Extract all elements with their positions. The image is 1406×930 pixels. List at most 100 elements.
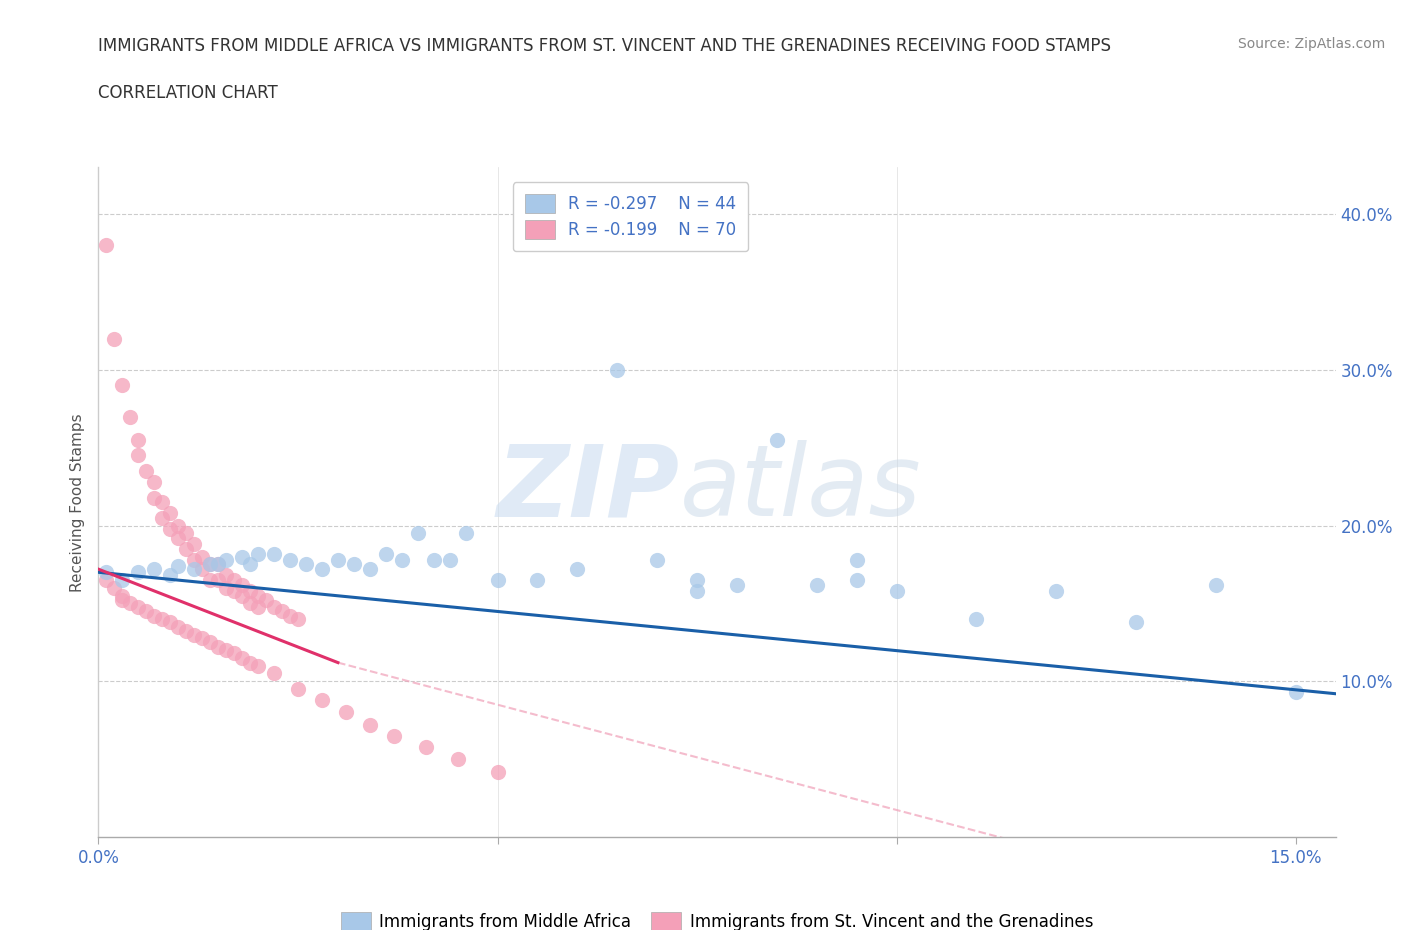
Point: [183, 552, 205, 567]
Point: [127, 432, 149, 447]
Point: [439, 552, 461, 567]
Point: [167, 531, 190, 546]
Point: [382, 728, 405, 743]
Legend: Immigrants from Middle Africa, Immigrants from St. Vincent and the Grenadines: Immigrants from Middle Africa, Immigrant…: [335, 906, 1099, 930]
Point: [207, 557, 229, 572]
Point: [845, 573, 868, 588]
Point: [198, 635, 221, 650]
Point: [845, 552, 868, 567]
Point: [167, 559, 190, 574]
Point: [1125, 615, 1147, 630]
Point: [359, 562, 381, 577]
Point: [198, 557, 221, 572]
Point: [645, 552, 668, 567]
Point: [278, 552, 301, 567]
Point: [247, 546, 270, 561]
Point: [120, 596, 142, 611]
Point: [966, 612, 988, 627]
Point: [159, 568, 181, 583]
Point: [686, 583, 709, 598]
Point: [150, 511, 173, 525]
Point: [326, 552, 349, 567]
Point: [96, 565, 118, 579]
Point: [606, 363, 628, 378]
Point: [224, 645, 246, 660]
Point: [120, 409, 142, 424]
Point: [150, 495, 173, 510]
Point: [239, 557, 262, 572]
Point: [143, 608, 166, 623]
Point: [239, 596, 262, 611]
Point: [278, 608, 301, 623]
Point: [359, 717, 381, 732]
Point: [806, 578, 828, 592]
Text: IMMIGRANTS FROM MIDDLE AFRICA VS IMMIGRANTS FROM ST. VINCENT AND THE GRENADINES : IMMIGRANTS FROM MIDDLE AFRICA VS IMMIGRA…: [98, 37, 1111, 55]
Point: [143, 474, 166, 489]
Point: [111, 378, 134, 392]
Point: [263, 546, 285, 561]
Point: [96, 238, 118, 253]
Point: [454, 525, 477, 540]
Point: [174, 624, 197, 639]
Point: [224, 583, 246, 598]
Point: [150, 612, 173, 627]
Point: [567, 562, 589, 577]
Point: [215, 568, 238, 583]
Point: [111, 573, 134, 588]
Point: [335, 705, 357, 720]
Point: [167, 619, 190, 634]
Point: [159, 506, 181, 521]
Point: [374, 546, 396, 561]
Point: [215, 552, 238, 567]
Point: [174, 525, 197, 540]
Point: [391, 552, 413, 567]
Point: [198, 557, 221, 572]
Point: [526, 573, 548, 588]
Point: [343, 557, 366, 572]
Point: [239, 655, 262, 670]
Point: [1045, 583, 1067, 598]
Point: [183, 627, 205, 642]
Point: [135, 464, 157, 479]
Point: [271, 604, 294, 618]
Point: [159, 521, 181, 536]
Point: [191, 562, 214, 577]
Point: [295, 557, 318, 572]
Point: [231, 550, 253, 565]
Point: [263, 666, 285, 681]
Point: [135, 604, 157, 618]
Point: [191, 631, 214, 645]
Point: [207, 573, 229, 588]
Point: [215, 643, 238, 658]
Point: [96, 573, 118, 588]
Point: [247, 599, 270, 614]
Point: [183, 562, 205, 577]
Point: [111, 588, 134, 603]
Point: [207, 640, 229, 655]
Point: [231, 650, 253, 665]
Point: [207, 557, 229, 572]
Point: [686, 573, 709, 588]
Point: [159, 615, 181, 630]
Point: [287, 612, 309, 627]
Point: [198, 573, 221, 588]
Y-axis label: Receiving Food Stamps: Receiving Food Stamps: [70, 413, 86, 591]
Point: [1205, 578, 1227, 592]
Point: [247, 658, 270, 673]
Point: [224, 573, 246, 588]
Point: [254, 592, 277, 607]
Point: [127, 448, 149, 463]
Point: [215, 580, 238, 595]
Point: [143, 562, 166, 577]
Point: [263, 599, 285, 614]
Point: [143, 490, 166, 505]
Point: [311, 693, 333, 708]
Point: [406, 525, 429, 540]
Text: Source: ZipAtlas.com: Source: ZipAtlas.com: [1237, 37, 1385, 51]
Point: [167, 518, 190, 533]
Point: [311, 562, 333, 577]
Point: [415, 739, 437, 754]
Text: atlas: atlas: [681, 440, 921, 538]
Point: [191, 550, 214, 565]
Point: [1285, 684, 1308, 699]
